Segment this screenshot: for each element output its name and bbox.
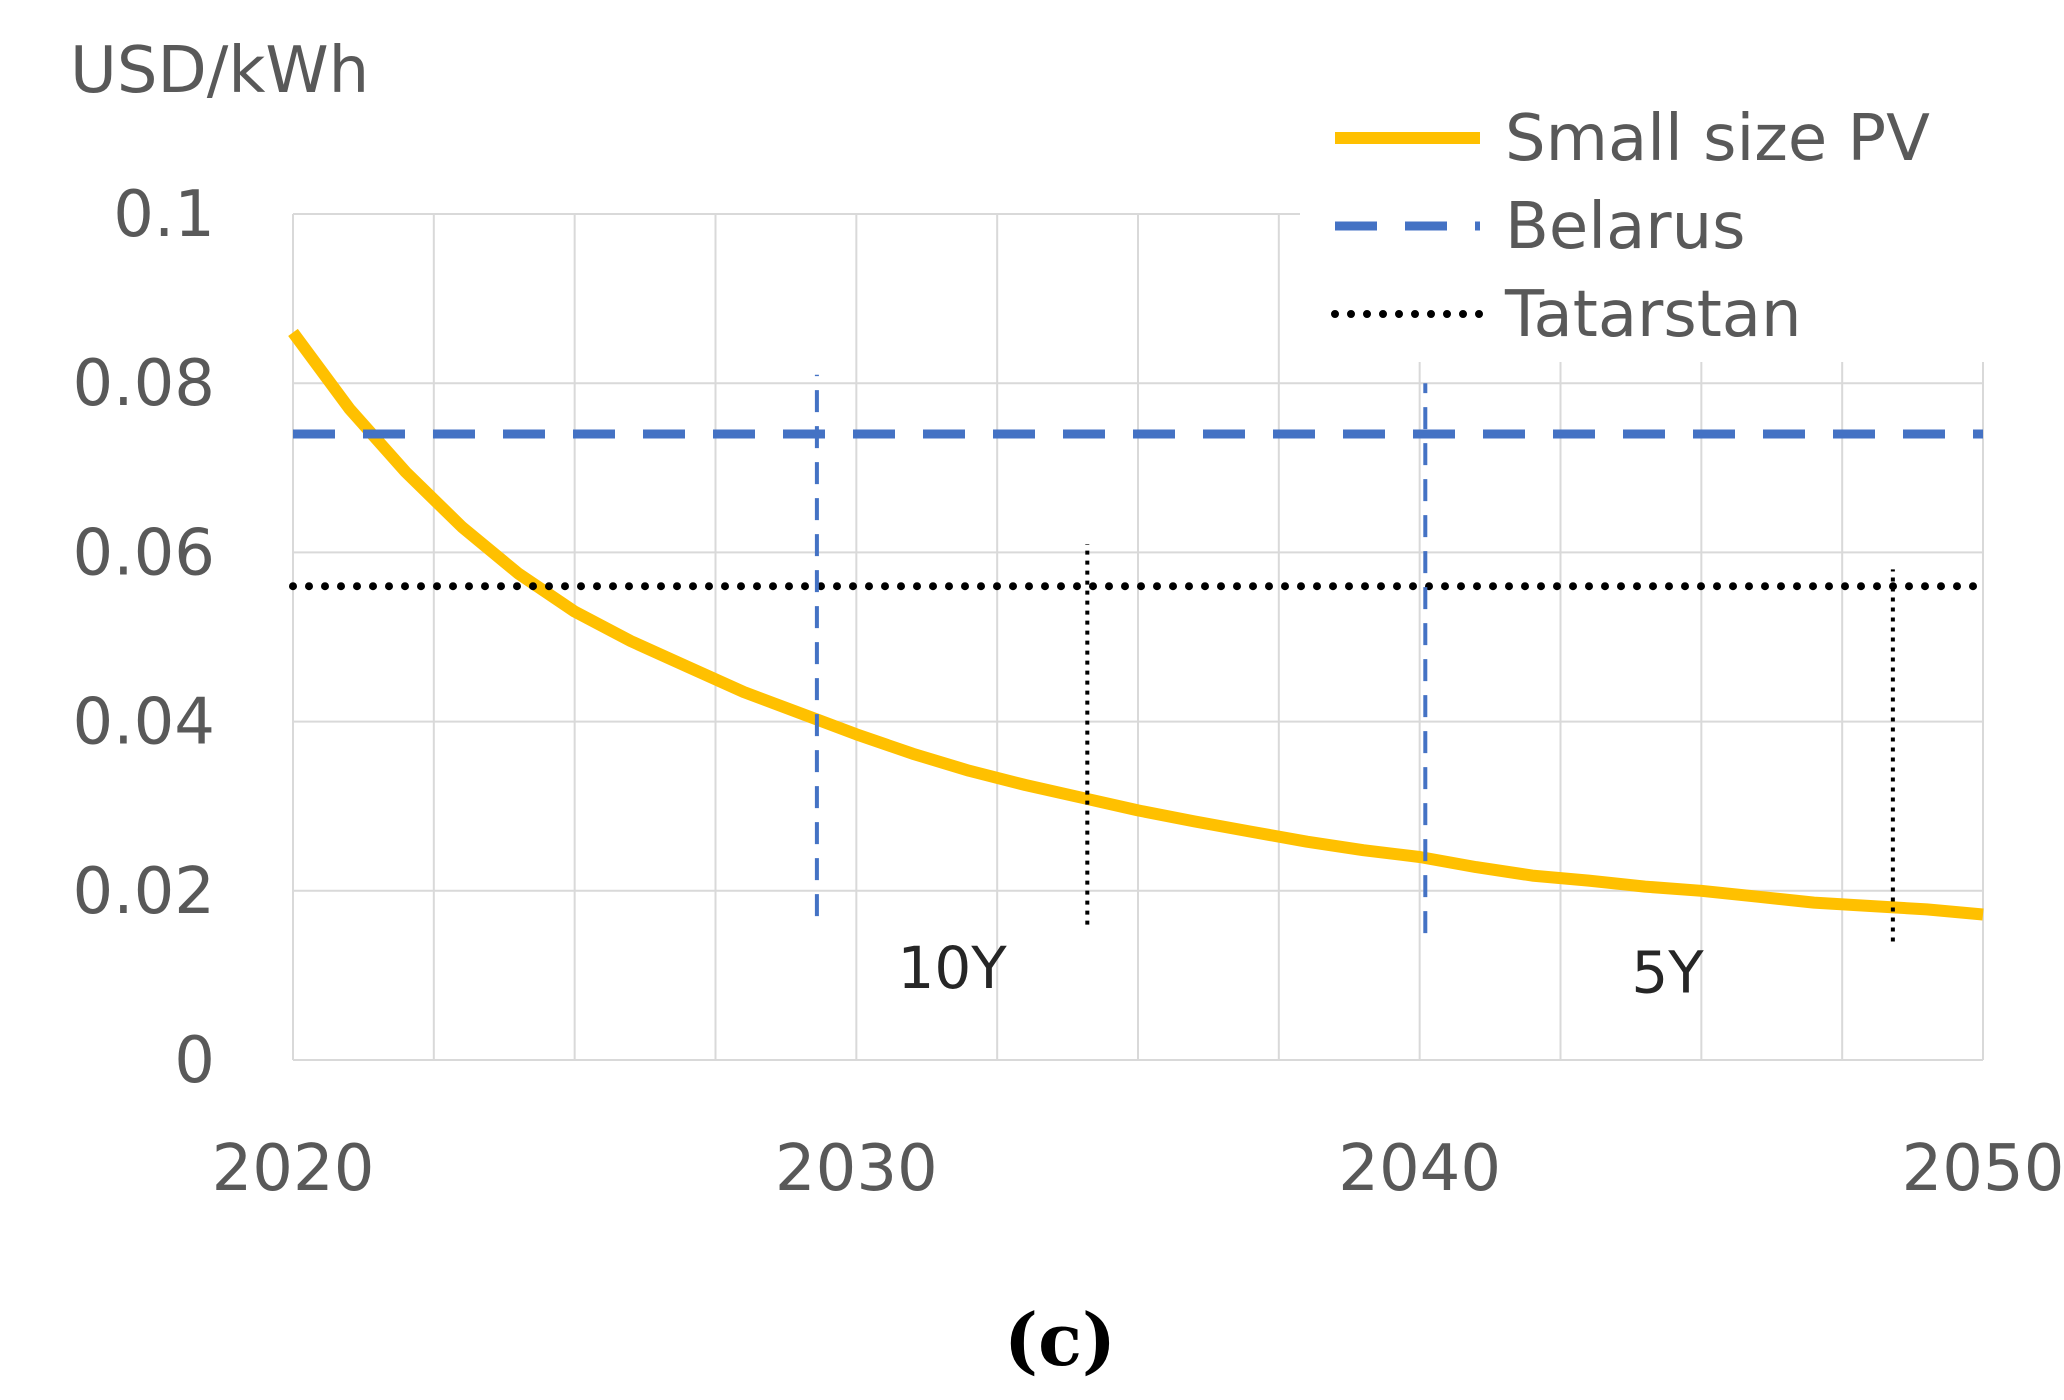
y-axis-label: USD/kWh bbox=[70, 34, 369, 108]
legend-label: Small size PV bbox=[1505, 102, 1930, 176]
x-tick-label: 2030 bbox=[775, 1132, 938, 1206]
panel-label: (c) bbox=[1004, 1297, 1116, 1382]
y-tick-label: 0.06 bbox=[73, 516, 216, 590]
annotation-label: 10Y bbox=[897, 934, 1007, 1002]
y-tick-label: 0.02 bbox=[73, 855, 216, 929]
y-tick-label: 0 bbox=[174, 1024, 215, 1098]
annotation-label: 5Y bbox=[1631, 938, 1704, 1006]
legend-label: Belarus bbox=[1505, 190, 1746, 264]
marker-lines bbox=[817, 375, 1893, 942]
x-tick-label: 2050 bbox=[1902, 1132, 2064, 1206]
x-tick-label: 2020 bbox=[212, 1132, 375, 1206]
legend: Small size PV Belarus Tatarstan bbox=[1300, 100, 2000, 362]
legend-label: Tatarstan bbox=[1504, 278, 1802, 352]
y-tick-label: 0.1 bbox=[113, 178, 215, 252]
x-tick-label: 2040 bbox=[1338, 1132, 1501, 1206]
y-tick-label: 0.08 bbox=[73, 347, 216, 421]
annotations: 10Y 5Y bbox=[897, 934, 1704, 1006]
y-tick-label: 0.04 bbox=[73, 686, 216, 760]
